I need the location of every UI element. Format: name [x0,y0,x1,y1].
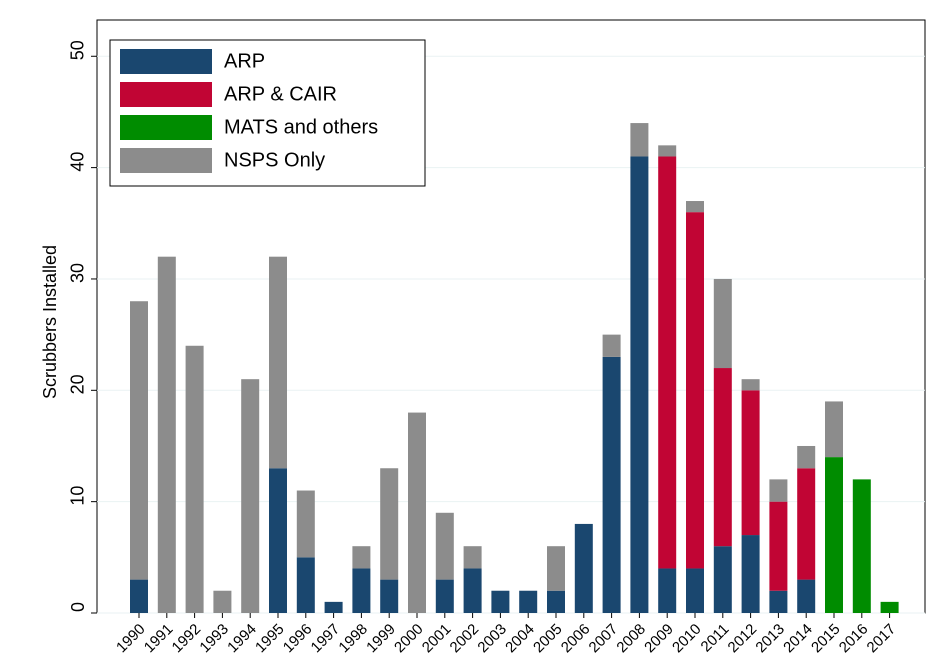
y-tick-label: 10 [68,486,88,506]
bar-segment [157,256,176,613]
bar-segment [296,490,315,558]
bar-segment [769,590,788,613]
bar-segment [547,546,565,591]
bar-segment [213,590,232,613]
legend-label: NSPS Only [224,149,325,171]
bar-segment [269,256,287,469]
bar-segment [658,568,677,613]
y-tick-label: 20 [68,374,88,394]
bar-segment [741,535,760,613]
legend-label: ARP [224,50,265,72]
bar-segment [686,568,704,613]
bar-segment [741,379,760,391]
bar-segment [658,156,677,569]
bar-segment [713,278,732,369]
legend-label: MATS and others [224,116,378,138]
bar-segment [491,590,510,613]
bar-segment [630,156,649,613]
bar-segment [713,368,732,547]
bar-segment [130,301,148,580]
legend-swatch [120,148,212,173]
bar-segment [574,523,593,613]
bar-segment [797,445,816,469]
y-tick-label: 0 [68,602,88,612]
bar-segment [435,512,454,580]
bar-segment [352,546,371,569]
bar-segment [686,201,704,213]
bar-segment [769,501,788,591]
bar-segment [352,568,371,613]
bar-segment [825,401,843,458]
bar-segment [852,479,871,613]
bar-segment [630,123,649,157]
bar-segment [741,390,760,536]
bar-segment [324,601,343,613]
bar-segment [602,334,621,357]
bar-segment [797,579,816,613]
bar-segment [547,590,565,613]
bar-segment [463,546,482,569]
bar-segment [296,557,315,613]
y-axis-label: Scrubbers Installed [40,245,60,399]
legend-swatch [120,115,212,140]
bar-segment [185,345,204,613]
bar-segment [269,468,287,613]
bar-segment [769,479,788,502]
bar-segment [602,356,621,613]
bar-segment [463,568,482,613]
legend-swatch [120,49,212,74]
bar-segment [408,412,426,613]
y-tick-label: 40 [68,152,88,172]
bar-segment [686,212,704,569]
bar-segment [130,579,148,613]
bar-segment [658,145,677,157]
bar-segment [797,468,816,580]
y-tick-label: 30 [68,263,88,283]
legend-swatch [120,82,212,107]
bar-segment [713,546,732,613]
bar-segment [880,601,899,613]
bar-segment [241,379,260,613]
bar-segment [519,590,538,613]
y-tick-label: 50 [68,40,88,60]
bar-segment [380,579,399,613]
bar-segment [435,579,454,613]
bar-segment [380,468,399,580]
legend-label: ARP & CAIR [224,83,337,105]
bar-segment [825,457,843,613]
